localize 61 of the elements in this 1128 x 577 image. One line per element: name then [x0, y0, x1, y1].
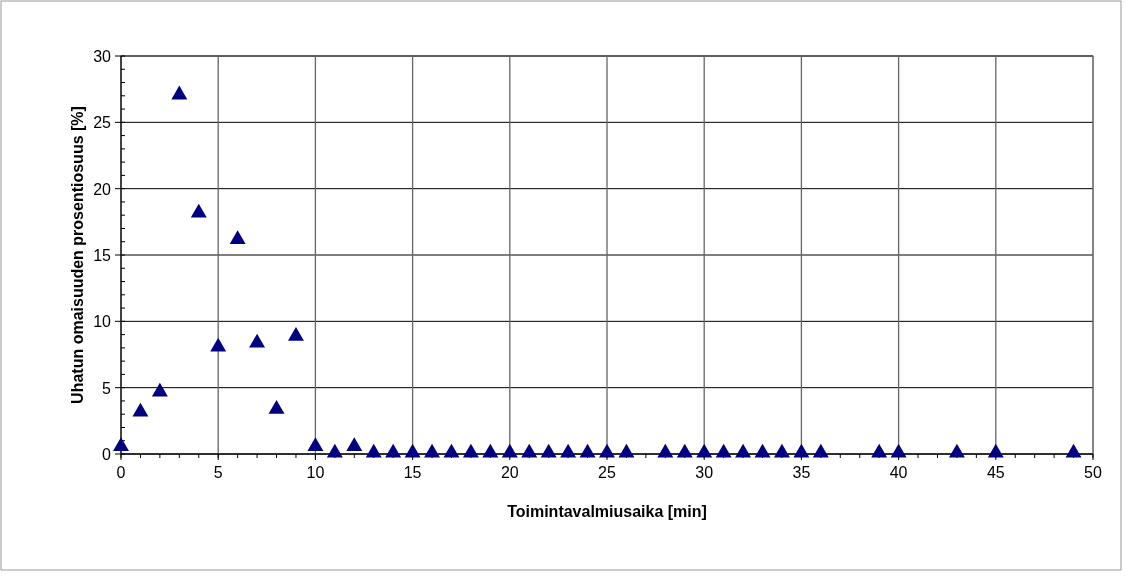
- y-tick-label: 15: [93, 247, 112, 264]
- point: [346, 437, 363, 451]
- y-tick-label: 10: [93, 313, 112, 331]
- point: [210, 337, 227, 352]
- point: [443, 443, 460, 458]
- y-tick-label: 25: [93, 114, 112, 132]
- point: [1065, 443, 1082, 458]
- x-tick-label: 25: [598, 464, 616, 481]
- point: [754, 443, 771, 458]
- x-tick-label: 35: [792, 464, 811, 481]
- point: [501, 443, 518, 458]
- point: [676, 443, 693, 458]
- point: [890, 443, 907, 458]
- point: [307, 437, 324, 451]
- point: [385, 443, 402, 458]
- point: [618, 443, 635, 458]
- y-tick-label: 30: [93, 48, 112, 65]
- point: [657, 443, 674, 458]
- point: [365, 443, 382, 458]
- point: [249, 333, 266, 348]
- x-tick-label: 50: [1084, 464, 1102, 481]
- point: [287, 327, 304, 341]
- x-tick-label: 40: [889, 464, 908, 481]
- point: [190, 203, 207, 218]
- point: [987, 443, 1004, 458]
- point: [560, 443, 577, 458]
- point: [948, 443, 965, 458]
- point: [171, 85, 188, 100]
- x-tick-label: 15: [403, 464, 422, 481]
- point: [521, 443, 538, 458]
- point: [326, 443, 343, 458]
- x-axis-title: Toimintavalmiusaika [min]: [507, 503, 707, 520]
- point: [229, 230, 246, 245]
- y-tick-label: 0: [102, 446, 112, 463]
- point: [540, 443, 557, 458]
- point: [715, 443, 732, 458]
- point: [696, 443, 713, 458]
- x-tick-label: 45: [986, 464, 1005, 481]
- x-tick-label: 0: [116, 464, 126, 481]
- point: [599, 443, 615, 458]
- x-tick-label: 20: [500, 464, 519, 481]
- point: [404, 443, 421, 458]
- point: [579, 443, 596, 458]
- point: [793, 443, 810, 458]
- point: [773, 443, 790, 458]
- point: [812, 443, 829, 458]
- point: [424, 443, 441, 458]
- x-tick-label: 10: [306, 464, 325, 481]
- y-axis-title: Uhatun omaisuuden prosentiosuus [%]: [69, 106, 86, 404]
- point: [871, 443, 888, 458]
- x-tick-label: 30: [695, 464, 714, 481]
- point: [482, 443, 499, 458]
- y-tick-label: 5: [102, 379, 112, 397]
- y-tick-label: 20: [93, 180, 112, 198]
- point: [462, 443, 479, 458]
- point: [113, 437, 129, 451]
- x-tick-label: 5: [213, 464, 223, 481]
- point: [132, 402, 149, 417]
- point: [151, 382, 168, 397]
- point: [735, 443, 752, 458]
- point: [268, 400, 285, 414]
